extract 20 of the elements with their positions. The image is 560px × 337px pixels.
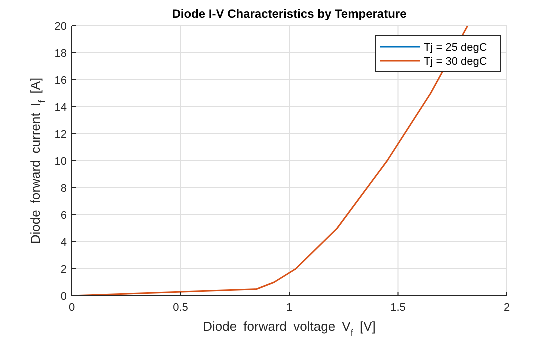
y-tick-label: 0 — [60, 291, 67, 303]
y-tick-label: 12 — [54, 129, 67, 141]
y-tick-label: 2 — [60, 264, 67, 276]
x-tick-label: 1 — [286, 302, 293, 314]
legend-label: Tj = 30 degC — [424, 56, 488, 68]
y-tick-label: 4 — [60, 237, 67, 249]
x-tick-label: 0 — [68, 302, 76, 314]
y-tick-label: 6 — [60, 210, 67, 222]
y-tick-label: 14 — [54, 102, 67, 114]
x-tick-label: 1.5 — [390, 302, 406, 314]
y-tick-label: 20 — [54, 21, 67, 33]
y-tick-label: 18 — [54, 48, 67, 60]
chart-title: Diode I-V Characteristics by Temperature — [172, 7, 408, 21]
x-tick-label: 0.5 — [173, 302, 188, 314]
x-axis-title: Diode forward voltage V$_{f}$ [V] — [203, 319, 376, 337]
x-tick-label: 2 — [504, 302, 510, 314]
legend-label: Tj = 25 degC — [424, 42, 488, 54]
y-tick-label: 10 — [54, 156, 67, 168]
y-tick-label: 16 — [54, 75, 67, 87]
y-tick-label: 8 — [60, 183, 67, 195]
